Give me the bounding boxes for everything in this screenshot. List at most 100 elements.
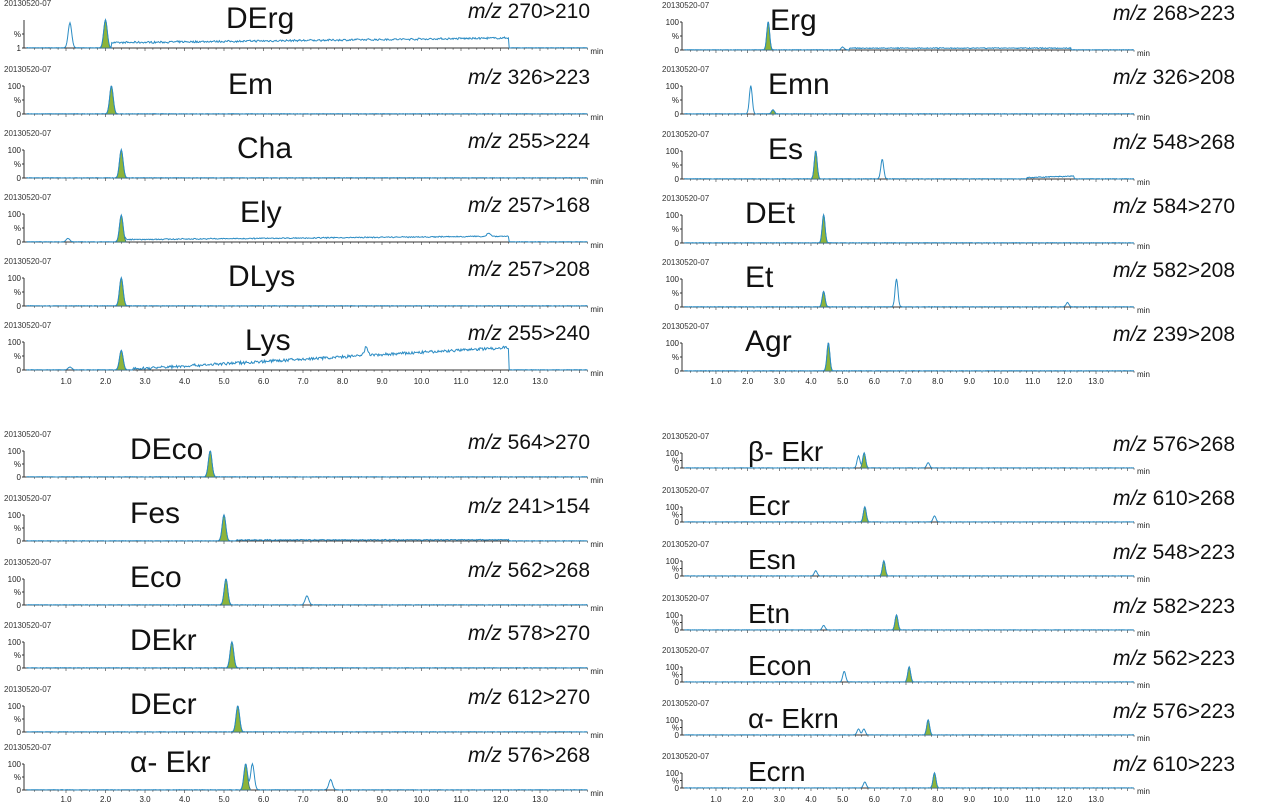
chromatogram-panel: 20130520-07 Agr m/z 239>208 100% 0 min 1.0 2.0 3…: [662, 322, 1235, 386]
transition-label: m/z 270>210: [468, 0, 590, 23]
y-tick-label: %: [14, 160, 21, 169]
x-tick-label: 11.0: [1025, 795, 1041, 804]
chromatogram-panel: 20130520-07 Cha m/z 255>224 100% 0 min: [4, 129, 603, 186]
y-tick-label: 100: [8, 274, 22, 283]
chart-quadrant-top-left: 20130520-07 DErg m/z 270>210%1 min20130520-…: [4, 0, 603, 386]
x-unit-label: min: [590, 113, 603, 122]
y-tick-label: %: [672, 353, 679, 362]
chromatogram-panel: 20130520-07 α- Ekrn m/z 576>223 100%0 min: [662, 699, 1235, 743]
x-unit-label: min: [590, 540, 603, 549]
x-unit-label: min: [1137, 734, 1150, 743]
x-tick-label: 12.0: [1057, 795, 1073, 804]
y-tick-label: %: [672, 32, 679, 41]
y-tick-label: 100: [8, 760, 22, 769]
chromatogram-panel: 20130520-07 Lys m/z 255>240 100% 0 min 1.0 2.0 3…: [4, 321, 603, 386]
trace-line: [684, 85, 1135, 115]
compound-name: Fes: [130, 497, 180, 530]
transition-value: 576>223: [1153, 700, 1235, 723]
y-tick-label: %: [14, 651, 21, 660]
mz-prefix: m/z: [468, 130, 508, 153]
x-tick-label: 12.0: [493, 795, 509, 804]
sample-label: 20130520-07: [4, 430, 52, 439]
y-tick-label: %: [14, 524, 21, 533]
trace-line: [26, 578, 588, 606]
trace-line: [684, 771, 1135, 789]
x-tick-label: 5.0: [218, 795, 230, 804]
transition-label: m/z 562>268: [468, 559, 590, 582]
x-tick-label: 9.0: [964, 795, 976, 804]
x-tick-label: 8.0: [337, 377, 349, 386]
y-tick-label: 100: [8, 146, 22, 155]
compound-name: DEkr: [130, 624, 197, 657]
x-tick-label: 10.0: [414, 795, 430, 804]
x-unit-label: min: [1137, 113, 1150, 122]
x-tick-label: 5.0: [218, 377, 230, 386]
x-unit-label: min: [590, 177, 603, 186]
x-tick-label: 9.0: [964, 377, 976, 386]
transition-value: 562>268: [508, 559, 590, 582]
x-tick-label: 10.0: [993, 377, 1009, 386]
transition-value: 268>223: [1153, 2, 1235, 25]
x-unit-label: min: [1137, 49, 1150, 58]
chromatogram-panel: 20130520-07 DEt m/z 584>270 100% 0 min: [662, 194, 1235, 251]
transition-label: m/z 255>224: [468, 130, 590, 153]
transition-value: 548>223: [1153, 541, 1235, 564]
y-tick-label: 0: [17, 537, 22, 546]
sample-label: 20130520-07: [662, 65, 710, 74]
sample-label: 20130520-07: [4, 0, 52, 8]
compound-name: Ely: [240, 196, 282, 229]
transition-value: 239>208: [1153, 323, 1235, 346]
x-tick-label: 1.0: [710, 795, 722, 804]
transition-label: m/z 576>268: [468, 744, 590, 767]
x-unit-label: min: [1137, 787, 1150, 796]
y-tick-label: %: [14, 715, 21, 724]
x-tick-label: 11.0: [454, 795, 470, 804]
x-tick-label: 6.0: [869, 795, 881, 804]
transition-value: 578>270: [508, 622, 590, 645]
chromatogram-panel: 20130520-07 Econ m/z 562>223 100%0 min: [662, 646, 1235, 690]
compound-name: DEt: [745, 197, 796, 230]
transition-value: 241>154: [508, 495, 591, 518]
compound-name: DLys: [228, 260, 295, 293]
y-tick-label: 100: [666, 18, 680, 27]
transition-label: m/z 582>223: [1113, 595, 1235, 618]
trace-line: [684, 559, 1135, 577]
x-tick-label: 9.0: [376, 377, 388, 386]
y-tick-label: 0: [675, 303, 680, 312]
compound-name: β- Ekr: [748, 436, 823, 467]
y-tick-label: 0: [675, 518, 680, 527]
transition-label: m/z 578>270: [468, 622, 590, 645]
chromatogram-panel: 20130520-07 α- Ekr m/z 576>268 100% 0 min 1.0 2…: [4, 743, 603, 804]
transition-label: m/z 268>223: [1113, 2, 1235, 25]
x-tick-label: 1.0: [60, 377, 72, 386]
chromatogram-panel: 20130520-07 DEkr m/z 578>270 100% 0 min: [4, 621, 603, 676]
y-tick-label: %: [14, 352, 21, 361]
mz-prefix: m/z: [1113, 259, 1153, 282]
transition-value: 326>223: [508, 66, 590, 89]
transition-value: 610>223: [1153, 753, 1235, 776]
y-tick-label: 0: [675, 464, 680, 473]
x-tick-label: 7.0: [900, 795, 912, 804]
transition-label: m/z 610>268: [1113, 487, 1235, 510]
mz-prefix: m/z: [1113, 595, 1153, 618]
y-tick-label: 100: [666, 769, 680, 778]
y-tick-label: 0: [17, 238, 22, 247]
x-tick-label: 8.0: [337, 795, 349, 804]
compound-name: Agr: [745, 325, 792, 358]
compound-name: Eco: [130, 561, 182, 594]
y-tick-label: 0: [675, 175, 680, 184]
x-tick-label: 6.0: [869, 377, 881, 386]
transition-label: m/z 241>154: [468, 495, 590, 518]
y-tick-label: %: [672, 671, 679, 680]
transition-value: 255>240: [508, 322, 590, 345]
compound-name: Cha: [237, 132, 292, 165]
chromatogram-panel: 20130520-07 β- Ekr m/z 576>268 100%0 min: [662, 432, 1235, 476]
y-tick-label: %: [672, 511, 679, 520]
y-tick-label: 0: [17, 473, 22, 482]
x-tick-label: 4.0: [179, 377, 191, 386]
sample-label: 20130520-07: [4, 743, 52, 752]
x-unit-label: min: [1137, 629, 1150, 638]
y-tick-label: %: [672, 96, 679, 105]
y-tick-label: 0: [17, 366, 22, 375]
y-tick-label: %: [672, 724, 679, 733]
